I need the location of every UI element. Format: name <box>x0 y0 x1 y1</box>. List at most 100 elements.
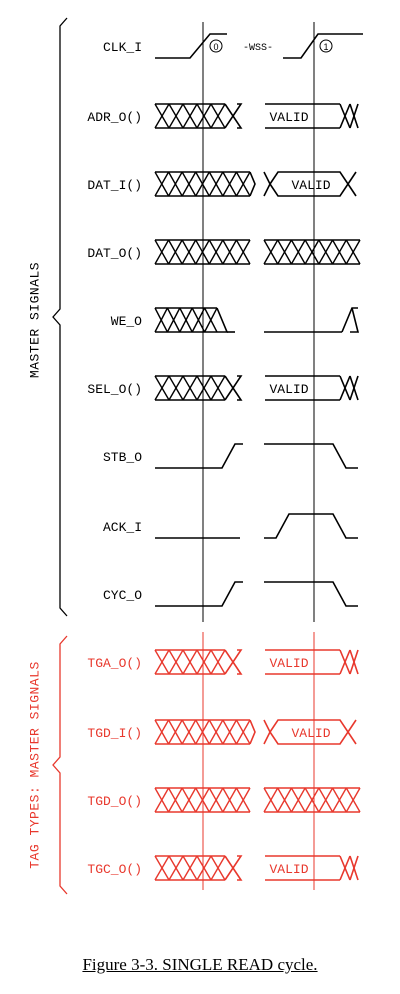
invalid-hatch <box>181 171 197 197</box>
strobe-waveform <box>155 581 243 607</box>
bus-transition <box>249 171 256 197</box>
clock-marker-1-label: 1 <box>323 42 328 52</box>
invalid-hatch <box>208 719 224 745</box>
invalid-hatch <box>195 719 210 745</box>
invalid-hatch <box>210 855 226 881</box>
bus-transition <box>349 649 359 675</box>
we-transition <box>350 307 360 333</box>
invalid-hatch <box>210 649 226 675</box>
invalid-hatch <box>208 171 224 197</box>
tag-signals-bracket <box>52 635 68 895</box>
strobe-waveform <box>264 581 358 607</box>
invalid-hatch <box>208 239 224 265</box>
invalid-hatch <box>263 239 279 265</box>
invalid-hatch <box>154 171 170 197</box>
bus-transition <box>232 867 243 881</box>
invalid-hatch <box>195 171 210 197</box>
signal-row: TGA_O() VALID <box>87 649 359 675</box>
bus-transition <box>349 103 359 129</box>
bus-transition <box>249 719 256 745</box>
strobe-waveform <box>155 443 243 469</box>
invalid-hatch <box>203 307 218 333</box>
invalid-hatch <box>196 103 212 129</box>
signal-row: SEL_O() VALID <box>87 375 359 401</box>
signal-name: DAT_I() <box>87 178 142 193</box>
tag-signals-label: TAG TYPES: MASTER SIGNALS <box>27 661 42 869</box>
invalid-hatch <box>167 171 183 197</box>
signal-name: ACK_I <box>103 520 142 535</box>
invalid-hatch <box>331 787 347 813</box>
bus-transition <box>349 855 359 881</box>
invalid-hatch <box>154 239 170 265</box>
signal-name: TGC_O() <box>87 862 142 877</box>
invalid-hatch <box>345 239 361 265</box>
invalid-hatch <box>179 307 193 333</box>
invalid-hatch <box>290 239 306 265</box>
valid-label: VALID <box>269 110 308 125</box>
invalid-hatch <box>235 719 251 745</box>
signal-row: TGD_I() VALID <box>87 719 357 745</box>
invalid-hatch <box>182 375 198 401</box>
valid-window <box>269 719 349 733</box>
valid-label: VALID <box>291 726 330 741</box>
invalid-hatch <box>290 787 306 813</box>
bus-transition <box>347 719 357 733</box>
invalid-hatch <box>154 375 170 401</box>
valid-label: VALID <box>269 862 308 877</box>
signal-row: DAT_O() <box>87 239 361 265</box>
valid-window <box>269 183 349 197</box>
bus-transition <box>349 375 359 401</box>
invalid-hatch <box>196 375 212 401</box>
invalid-hatch <box>345 787 361 813</box>
clock-marker-0-label: 0 <box>213 42 218 52</box>
bus-transition <box>263 719 271 745</box>
invalid-hatch <box>166 307 181 333</box>
bus-transition <box>232 855 243 869</box>
invalid-hatch <box>168 855 184 881</box>
invalid-hatch <box>208 787 224 813</box>
signal-row: CLK_I 0 1 -WSS- <box>103 33 363 59</box>
signal-row: TGD_O() <box>87 787 361 813</box>
signal-row: ACK_I <box>103 513 358 539</box>
valid-window <box>269 171 349 185</box>
invalid-hatch <box>154 103 170 129</box>
signal-name: ADR_O() <box>87 110 142 125</box>
valid-window <box>269 731 349 745</box>
signal-row: DAT_I() VALID <box>87 171 357 197</box>
bus-transition <box>339 103 351 129</box>
master-signals-label: MASTER SIGNALS <box>27 262 42 378</box>
invalid-hatch <box>318 787 334 813</box>
invalid-hatch <box>168 103 184 129</box>
invalid-hatch <box>154 649 170 675</box>
invalid-hatch <box>181 719 197 745</box>
bus-transition <box>232 387 243 401</box>
invalid-hatch <box>167 787 183 813</box>
invalid-hatch <box>167 239 183 265</box>
clock-waveform <box>283 33 363 59</box>
invalid-hatch <box>222 719 238 745</box>
invalid-hatch <box>210 375 226 401</box>
signal-name: SEL_O() <box>87 382 142 397</box>
valid-label: VALID <box>269 656 308 671</box>
bus-transition <box>224 103 234 129</box>
valid-label: VALID <box>291 178 330 193</box>
signal-row: WE_O <box>111 307 360 333</box>
invalid-hatch <box>196 649 212 675</box>
invalid-hatch <box>331 239 347 265</box>
bus-transition <box>224 649 234 675</box>
valid-label: VALID <box>269 382 308 397</box>
signal-name: TGA_O() <box>87 656 142 671</box>
invalid-hatch <box>191 307 206 333</box>
invalid-hatch <box>222 239 238 265</box>
invalid-hatch <box>154 719 170 745</box>
signal-name: STB_O <box>103 450 142 465</box>
invalid-hatch <box>195 787 210 813</box>
bus-transition <box>232 103 243 117</box>
bus-transition <box>224 375 234 401</box>
invalid-hatch <box>304 787 320 813</box>
signal-name: CYC_O <box>103 588 142 603</box>
bus-transition <box>347 171 357 185</box>
invalid-hatch <box>235 171 251 197</box>
signal-name: CLK_I <box>103 40 142 55</box>
